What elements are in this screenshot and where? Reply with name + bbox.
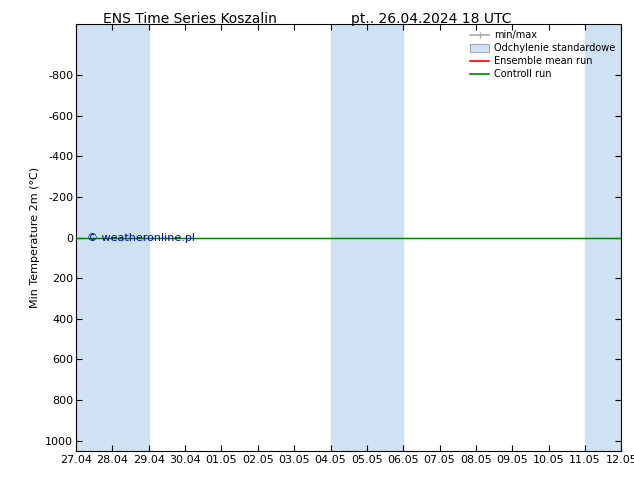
Bar	[330, 24, 403, 451]
Bar	[76, 24, 149, 451]
Text: © weatheronline.pl: © weatheronline.pl	[87, 233, 195, 243]
Text: ENS Time Series Koszalin: ENS Time Series Koszalin	[103, 12, 277, 26]
Text: pt.. 26.04.2024 18 UTC: pt.. 26.04.2024 18 UTC	[351, 12, 512, 26]
Bar	[585, 24, 634, 451]
Legend: min/max, Odchylenie standardowe, Ensemble mean run, Controll run: min/max, Odchylenie standardowe, Ensembl…	[466, 26, 619, 83]
Y-axis label: Min Temperature 2m (°C): Min Temperature 2m (°C)	[30, 167, 40, 308]
